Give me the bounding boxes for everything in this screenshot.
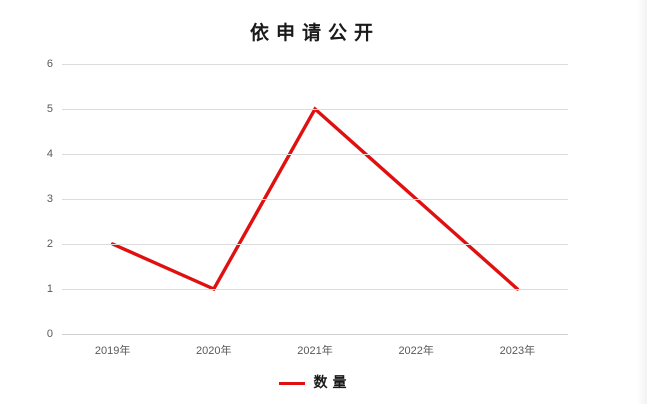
x-axis-line [62,334,568,335]
plot-area: 0 1 2 3 4 5 6 2019年 2020年 2021年 2022年 2023年 [47,58,568,357]
gridline [62,199,568,200]
x-tick-label: 2021年 [297,345,333,357]
screen-right-edge-shade [637,0,647,404]
y-tick-label: 0 [46,328,53,340]
gridline [62,289,568,290]
x-tick-label: 2019年 [94,345,131,357]
x-tick-label: 2022年 [398,345,434,357]
legend-label: 数量 [313,375,352,391]
gridline [62,154,568,155]
chart-title: 依申请公开 [249,22,380,44]
legend-line-swatch [278,381,305,385]
gridline [62,109,568,110]
gridline [62,244,568,245]
y-tick-label: 4 [46,148,53,160]
y-tick-label: 6 [46,58,53,70]
gridline [62,64,568,65]
y-tick-label: 3 [46,193,53,205]
y-tick-label: 5 [46,103,53,115]
y-tick-label: 1 [46,283,53,295]
y-tick-label: 2 [46,238,53,250]
x-tick-label: 2023年 [499,345,536,357]
x-tick-label: 2020年 [196,345,232,357]
legend: 数量 [62,373,568,393]
